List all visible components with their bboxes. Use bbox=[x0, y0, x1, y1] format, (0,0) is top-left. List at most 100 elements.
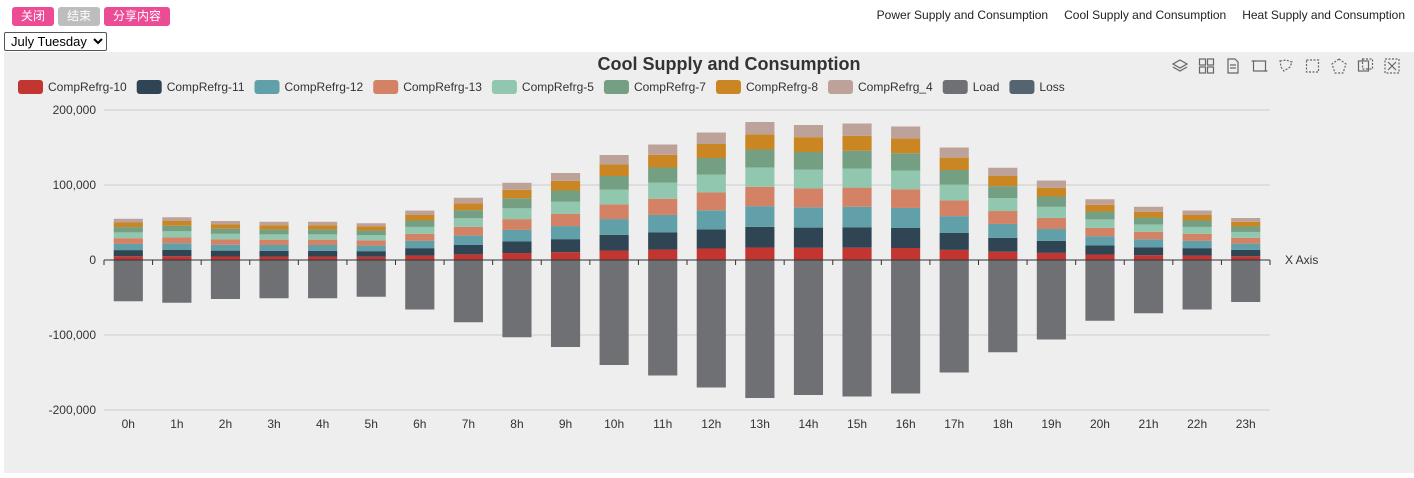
bar-segment[interactable] bbox=[1182, 210, 1212, 216]
bar-segment[interactable] bbox=[1133, 255, 1164, 260]
bar-segment[interactable] bbox=[599, 164, 629, 176]
bar-segment[interactable] bbox=[308, 260, 338, 299]
nav-cool-supply[interactable]: Cool Supply and Consumption bbox=[1064, 8, 1227, 22]
bar-segment[interactable] bbox=[1085, 236, 1115, 246]
bar-segment[interactable] bbox=[502, 229, 532, 242]
bar-segment[interactable] bbox=[793, 188, 824, 208]
bar-segment[interactable] bbox=[599, 234, 629, 251]
bar-segment[interactable] bbox=[1182, 233, 1212, 241]
bar-segment[interactable] bbox=[502, 253, 532, 260]
bar-segment[interactable] bbox=[162, 243, 192, 250]
bar-segment[interactable] bbox=[162, 231, 192, 238]
bar-segment[interactable] bbox=[842, 123, 872, 136]
bar-segment[interactable] bbox=[745, 247, 775, 260]
bar-segment[interactable] bbox=[405, 260, 435, 310]
bar-segment[interactable] bbox=[356, 245, 386, 252]
bar-segment[interactable] bbox=[842, 135, 872, 151]
bar-segment[interactable] bbox=[405, 233, 435, 241]
bar-segment[interactable] bbox=[745, 186, 775, 207]
bar-segment[interactable] bbox=[113, 243, 143, 251]
bar-segment[interactable] bbox=[696, 174, 726, 193]
bar-segment[interactable] bbox=[1085, 199, 1115, 205]
bar-segment[interactable] bbox=[696, 210, 726, 230]
bar-segment[interactable] bbox=[1182, 248, 1212, 256]
bar-segment[interactable] bbox=[696, 192, 726, 211]
bar-segment[interactable] bbox=[162, 256, 192, 260]
bar-segment[interactable] bbox=[113, 260, 143, 302]
bar-segment[interactable] bbox=[842, 168, 872, 188]
bar-segment[interactable] bbox=[259, 221, 289, 226]
end-button[interactable]: 结束 bbox=[58, 7, 101, 26]
bar-segment[interactable] bbox=[1085, 254, 1115, 260]
bar-segment[interactable] bbox=[550, 239, 581, 253]
bar-segment[interactable] bbox=[648, 214, 678, 233]
bar-segment[interactable] bbox=[210, 244, 241, 251]
bar-segment[interactable] bbox=[550, 252, 581, 260]
bar-segment[interactable] bbox=[648, 198, 678, 215]
bar-segment[interactable] bbox=[891, 260, 921, 394]
legend-item[interactable]: CompRefrg_4 bbox=[828, 80, 933, 94]
bar-segment[interactable] bbox=[1182, 255, 1212, 260]
bar-segment[interactable] bbox=[842, 247, 872, 260]
bar-segment[interactable] bbox=[1085, 260, 1115, 321]
bar-segment[interactable] bbox=[793, 247, 824, 260]
bar-segment[interactable] bbox=[842, 227, 872, 248]
bar-segment[interactable] bbox=[356, 226, 386, 231]
bar-segment[interactable] bbox=[1231, 237, 1261, 244]
bar-segment[interactable] bbox=[405, 255, 435, 260]
bar-segment[interactable] bbox=[988, 223, 1018, 238]
bar-segment[interactable] bbox=[599, 250, 629, 260]
bar-segment[interactable] bbox=[356, 256, 386, 260]
bar-segment[interactable] bbox=[356, 223, 386, 227]
bar-segment[interactable] bbox=[502, 208, 532, 220]
bar-segment[interactable] bbox=[162, 221, 192, 226]
data-view-icon[interactable] bbox=[1227, 58, 1239, 74]
bar-segment[interactable] bbox=[793, 260, 824, 395]
close-button[interactable]: 关闭 bbox=[12, 7, 55, 26]
bar-segment[interactable] bbox=[453, 226, 483, 236]
bar-segment[interactable] bbox=[405, 210, 435, 215]
bar-segment[interactable] bbox=[1231, 256, 1261, 260]
legend-item[interactable]: CompRefrg-13 bbox=[373, 80, 482, 94]
bar-segment[interactable] bbox=[793, 169, 824, 189]
bar-segment[interactable] bbox=[1133, 239, 1164, 248]
bar-segment[interactable] bbox=[259, 225, 289, 230]
bar-segment[interactable] bbox=[210, 239, 241, 245]
bar-segment[interactable] bbox=[210, 228, 241, 234]
bar-segment[interactable] bbox=[308, 221, 338, 226]
bar-segment[interactable] bbox=[210, 260, 241, 299]
bar-segment[interactable] bbox=[1036, 260, 1066, 340]
bar-segment[interactable] bbox=[648, 260, 678, 376]
bar-segment[interactable] bbox=[1036, 217, 1066, 230]
legend-item[interactable]: CompRefrg-8 bbox=[715, 80, 818, 94]
legend-item[interactable]: CompRefrg-12 bbox=[254, 80, 364, 94]
bar-segment[interactable] bbox=[308, 250, 338, 257]
bar-segment[interactable] bbox=[550, 213, 581, 227]
bar-segment[interactable] bbox=[1231, 260, 1261, 302]
bar-segment[interactable] bbox=[308, 245, 338, 251]
bar-segment[interactable] bbox=[550, 201, 581, 214]
bar-segment[interactable] bbox=[1133, 247, 1164, 256]
bar-segment[interactable] bbox=[599, 176, 629, 190]
bar-segment[interactable] bbox=[502, 182, 532, 190]
legend-item[interactable]: CompRefrg-5 bbox=[491, 80, 594, 94]
bar-segment[interactable] bbox=[793, 152, 824, 170]
bar-segment[interactable] bbox=[308, 225, 338, 230]
bar-segment[interactable] bbox=[1085, 227, 1115, 237]
legend-item[interactable]: CompRefrg-10 bbox=[18, 80, 127, 94]
legend-item[interactable]: Loss bbox=[1009, 80, 1065, 94]
polygon-select-icon[interactable] bbox=[1331, 58, 1347, 74]
bar-segment[interactable] bbox=[939, 157, 969, 170]
bar-segment[interactable] bbox=[1231, 249, 1261, 257]
bar-segment[interactable] bbox=[1036, 229, 1066, 241]
bar-segment[interactable] bbox=[793, 125, 824, 138]
bar-segment[interactable] bbox=[550, 190, 581, 202]
bar-segment[interactable] bbox=[939, 200, 969, 217]
bar-segment[interactable] bbox=[745, 122, 775, 135]
bar-segment[interactable] bbox=[162, 237, 192, 244]
bar-segment[interactable] bbox=[550, 260, 581, 347]
rect-select-icon[interactable] bbox=[1305, 59, 1320, 73]
bar-segment[interactable] bbox=[308, 229, 338, 235]
bar-segment[interactable] bbox=[1231, 243, 1261, 250]
legend-item[interactable]: CompRefrg-7 bbox=[603, 80, 706, 94]
